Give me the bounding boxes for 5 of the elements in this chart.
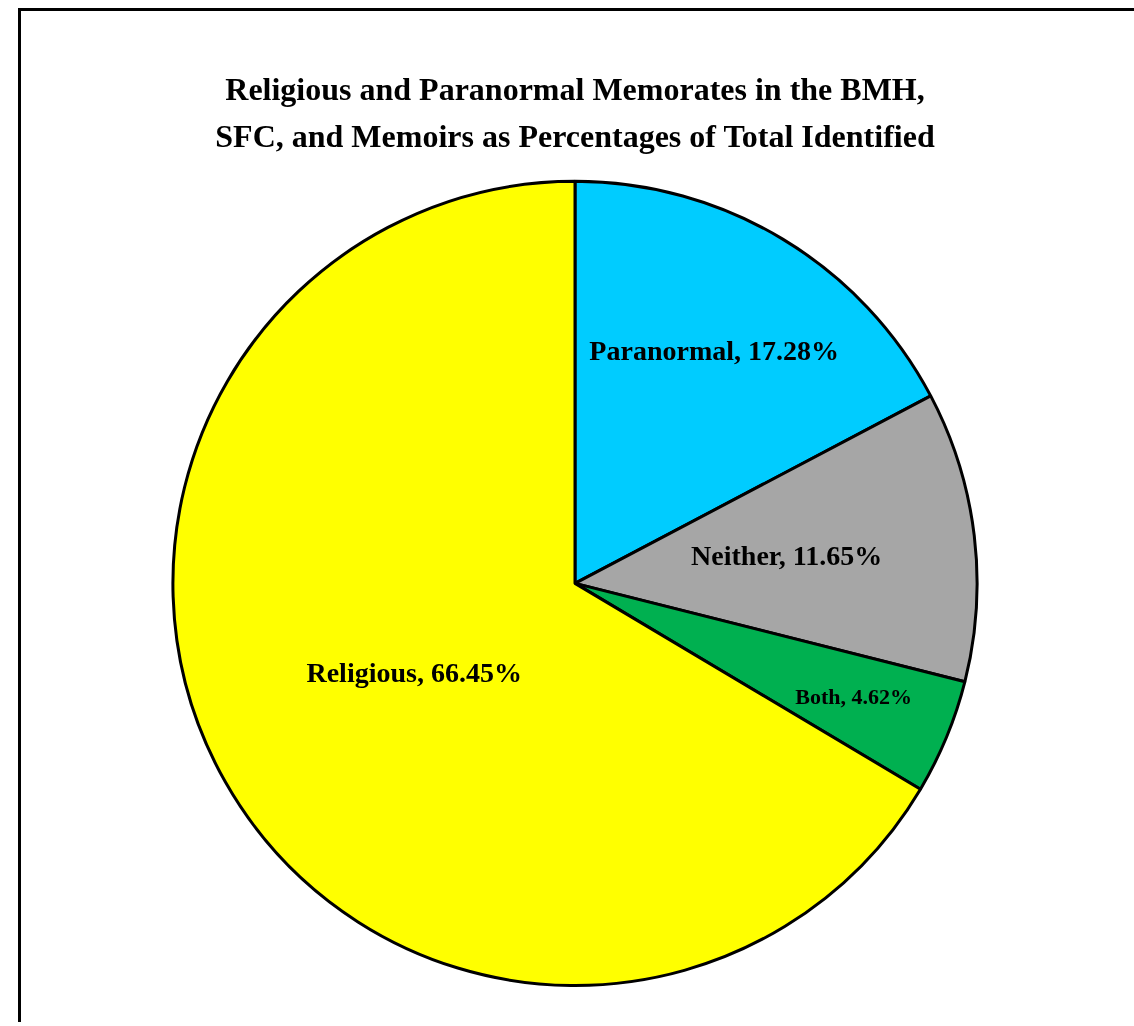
slice-label: Paranormal, 17.28% bbox=[589, 334, 839, 366]
slice-label: Neither, 11.65% bbox=[691, 540, 883, 572]
slice-label: Both, 4.62% bbox=[795, 684, 913, 710]
chart-title: Religious and Paranormal Memorates in the BMH, SFC, and Memoirs as Percentages of Total Identified bbox=[215, 71, 935, 154]
slice-label: Religious, 66.45% bbox=[306, 657, 522, 689]
